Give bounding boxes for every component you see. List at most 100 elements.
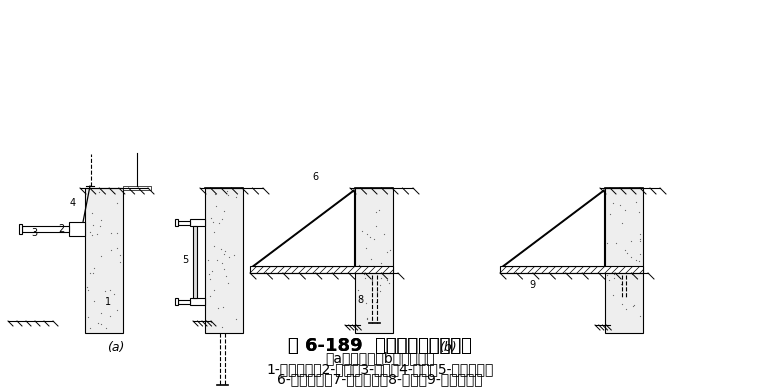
Point [619, 247, 631, 253]
Point [633, 238, 645, 244]
Bar [69, 222, 85, 236]
Point [606, 292, 619, 298]
Point [100, 325, 112, 331]
Point [103, 288, 116, 294]
Point [628, 302, 640, 308]
Point [223, 254, 235, 260]
Point [603, 211, 616, 217]
Point [113, 252, 125, 258]
Point [369, 223, 382, 229]
Point [106, 230, 118, 237]
Point [208, 243, 220, 249]
Bar [85, 188, 123, 333]
Point [625, 254, 638, 260]
Point [81, 283, 93, 289]
Point [210, 203, 222, 209]
Point [208, 229, 220, 235]
Point [218, 208, 230, 214]
Point [375, 275, 387, 281]
Text: 1-水泥土墙；2-围檩；3-对撑；4-吊索；5-支承型钢；: 1-水泥土墙；2-围檩；3-对撑；4-吊索；5-支承型钢； [266, 362, 494, 376]
Text: 6-竖向斜撑；7-铺地型钢；8-板桩；9-混凝土垫层: 6-竖向斜撑；7-铺地型钢；8-板桩；9-混凝土垫层 [277, 372, 483, 386]
Point [211, 257, 223, 263]
Point [87, 222, 100, 228]
Bar [190, 219, 205, 226]
Point [608, 271, 620, 277]
Point [82, 314, 94, 320]
Point [606, 267, 619, 273]
Text: 4: 4 [70, 198, 76, 208]
Text: (a): (a) [107, 341, 125, 354]
Point [622, 269, 634, 275]
Point [95, 310, 107, 316]
Bar [123, 186, 151, 190]
Point [370, 299, 382, 305]
Point [630, 257, 642, 263]
Bar [605, 188, 643, 333]
Point [366, 277, 378, 283]
Point [207, 287, 220, 293]
Point [91, 231, 103, 237]
Point [603, 277, 615, 283]
Bar [205, 188, 243, 333]
Point [352, 264, 364, 270]
Point [111, 200, 123, 206]
Point [356, 228, 369, 234]
Point [203, 270, 215, 277]
Point [221, 188, 233, 194]
Point [218, 266, 230, 272]
Point [84, 229, 96, 236]
Point [369, 236, 381, 242]
Point [95, 321, 107, 327]
Point [614, 202, 626, 208]
Point [633, 258, 645, 264]
Point [222, 192, 234, 198]
Point [114, 258, 126, 265]
Point [93, 189, 105, 195]
Point [111, 245, 123, 251]
Point [95, 217, 107, 223]
Point [213, 220, 225, 226]
Point [366, 290, 378, 296]
Point [204, 215, 217, 221]
Point [628, 303, 640, 309]
Text: 9: 9 [529, 280, 535, 290]
Text: 8: 8 [357, 295, 363, 305]
Point [205, 319, 217, 325]
Point [216, 216, 228, 222]
Text: 1: 1 [105, 297, 111, 307]
Point [634, 236, 646, 242]
Text: 5: 5 [182, 255, 188, 265]
Bar [500, 266, 643, 273]
Point [84, 270, 97, 276]
Text: 7: 7 [282, 251, 288, 261]
Point [359, 300, 372, 306]
Point [359, 275, 371, 281]
Bar [175, 298, 178, 305]
Point [230, 316, 242, 322]
Point [608, 275, 620, 281]
Text: （a）对撑；（b）竖向斜撑: （a）对撑；（b）竖向斜撑 [325, 351, 435, 365]
Point [352, 287, 364, 293]
Text: 图 6-189  水泥土墙加临时支撑: 图 6-189 水泥土墙加临时支撑 [288, 337, 472, 355]
Point [82, 286, 94, 293]
Point [88, 265, 100, 271]
Bar [19, 224, 22, 234]
Point [601, 272, 613, 278]
Text: 图 6-189  水泥土墙加临时支撑: 图 6-189 水泥土墙加临时支撑 [288, 337, 472, 355]
Point [86, 232, 98, 238]
Point [375, 260, 387, 266]
Point [619, 306, 632, 312]
Point [382, 277, 394, 283]
Bar [178, 300, 190, 303]
Point [625, 238, 637, 244]
Point [202, 256, 214, 263]
Point [601, 240, 613, 246]
Point [382, 249, 394, 255]
Point [374, 282, 386, 288]
Point [616, 220, 628, 226]
Point [205, 268, 217, 274]
Point [111, 230, 123, 236]
Bar [178, 220, 190, 225]
Point [634, 251, 646, 257]
Point [216, 260, 228, 266]
